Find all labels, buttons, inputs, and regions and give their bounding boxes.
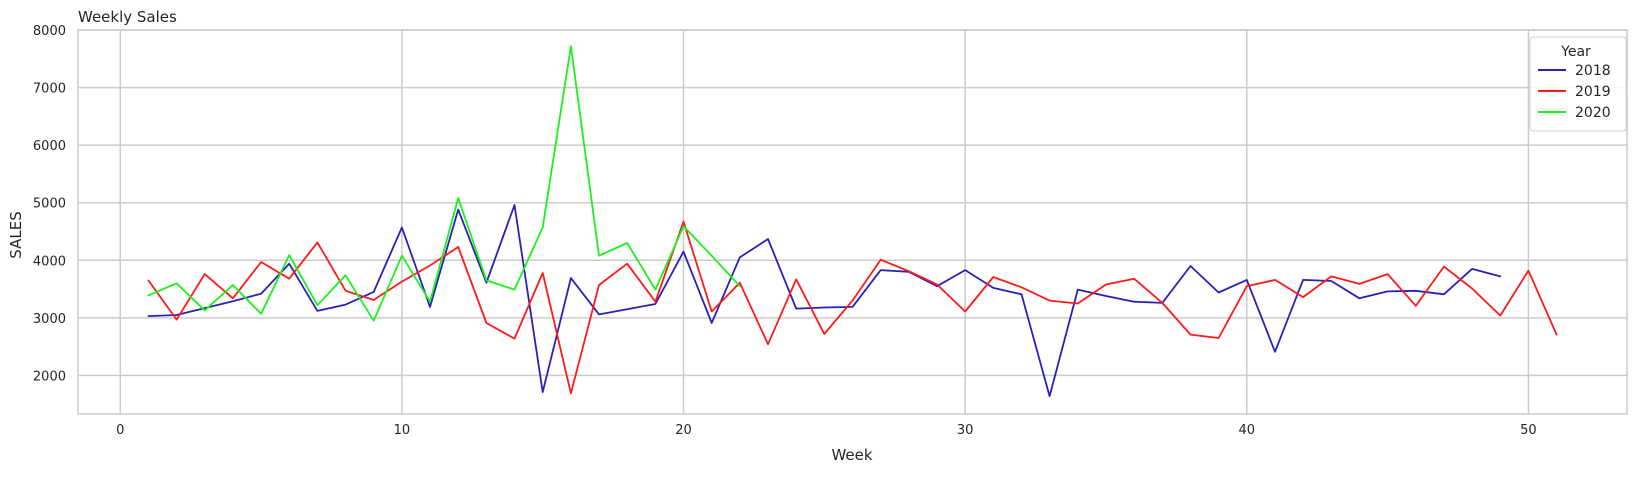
legend: Year 2018 2019 2020 <box>1529 36 1627 132</box>
x-tick-label: 50 <box>1520 423 1537 438</box>
series-layer <box>147 45 1558 398</box>
y-tick-label: 7000 <box>33 82 66 97</box>
series-line-2019 <box>147 220 1558 395</box>
series-line-2020 <box>147 45 741 322</box>
x-axis-label: Week <box>831 446 872 464</box>
y-axis-label: SALES <box>7 211 25 258</box>
x-tick-label: 40 <box>1239 423 1256 438</box>
x-tick-label: 20 <box>675 423 692 438</box>
legend-label-2020: 2020 <box>1575 105 1611 121</box>
legend-label-2019: 2019 <box>1575 84 1611 100</box>
y-tick-label: 5000 <box>33 197 66 212</box>
legend-title: Year <box>1560 44 1591 60</box>
x-tick-label: 10 <box>394 423 411 438</box>
x-tick-label: 0 <box>116 423 124 438</box>
chart-title: Weekly Sales <box>78 8 177 26</box>
series-line-2018 <box>147 204 1502 398</box>
y-tick-label: 3000 <box>33 312 66 327</box>
y-tick-label: 4000 <box>33 254 66 269</box>
y-tick-label: 6000 <box>33 139 66 154</box>
tick-label-layer: 0 10 20 30 40 50 2000 3000 4000 5000 6000 7000 8000 <box>33 24 1537 438</box>
legend-label-2018: 2018 <box>1575 63 1611 79</box>
y-tick-label: 2000 <box>33 369 66 384</box>
plot-frame <box>77 29 1628 415</box>
legend-box <box>1529 36 1627 132</box>
x-tick-label: 30 <box>957 423 974 438</box>
grid-layer <box>78 29 1627 414</box>
y-tick-label: 8000 <box>33 24 66 39</box>
